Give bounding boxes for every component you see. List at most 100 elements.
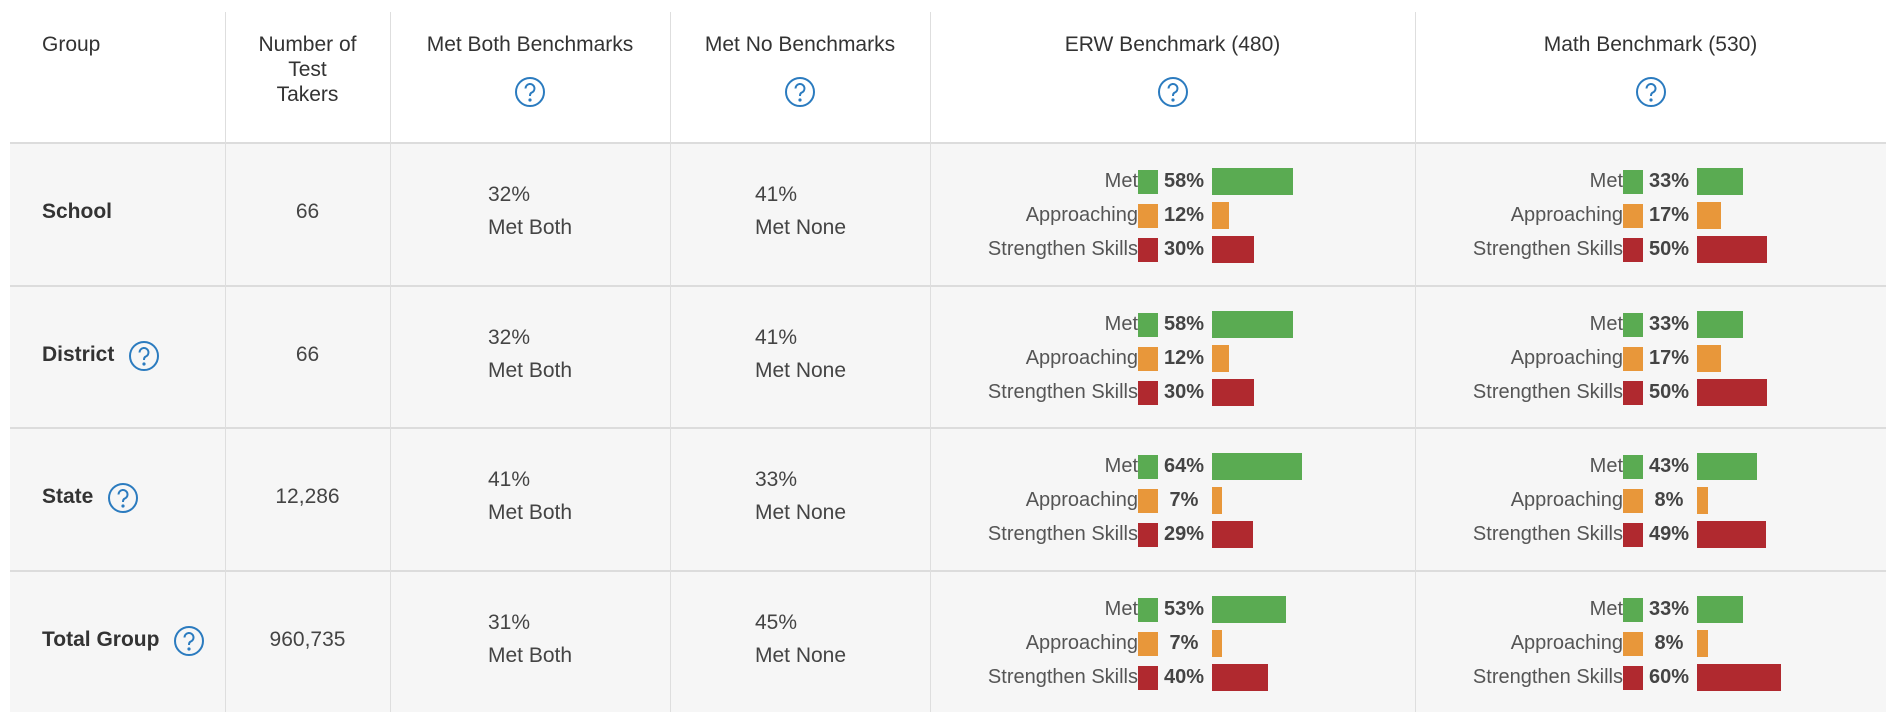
pct-label: 30%	[1164, 380, 1205, 403]
level-label: Strengthen Skills	[1472, 238, 1623, 261]
help-icon[interactable]	[1635, 76, 1667, 108]
group-name: State	[42, 485, 94, 509]
level-label: Met	[1589, 312, 1623, 335]
help-icon[interactable]	[128, 340, 160, 372]
bar	[1697, 453, 1758, 481]
help-icon[interactable]	[107, 482, 139, 514]
met-both-pct: 31%	[488, 610, 531, 634]
level-label: Met	[1104, 455, 1138, 478]
level-label: Strengthen Skills	[1472, 523, 1623, 546]
bar	[1212, 521, 1253, 549]
pct-label: 50%	[1649, 238, 1690, 261]
bar	[1697, 378, 1767, 406]
pct-label: 49%	[1649, 523, 1690, 546]
level-swatch	[1623, 523, 1643, 548]
test-takers: 12,286	[275, 485, 340, 509]
pct-label: 33%	[1649, 597, 1690, 620]
level-swatch	[1623, 631, 1643, 656]
level-label: Met	[1589, 597, 1623, 620]
level-label: Strengthen Skills	[1472, 665, 1623, 688]
bar	[1697, 629, 1709, 657]
help-icon[interactable]	[514, 76, 546, 108]
level-swatch	[1138, 170, 1158, 195]
pct-label: 17%	[1649, 204, 1690, 227]
level-label: Met	[1104, 597, 1138, 620]
header-cell: Met No Benchmarks	[704, 33, 896, 56]
column-divider	[930, 12, 931, 712]
met-none-pct: 33%	[755, 468, 798, 492]
level-swatch	[1623, 238, 1643, 263]
bar	[1212, 202, 1229, 230]
level-swatch	[1138, 455, 1158, 480]
met-both-pct: 32%	[488, 325, 531, 349]
level-label: Met	[1104, 170, 1138, 193]
level-label: Strengthen Skills	[1472, 380, 1623, 403]
level-swatch	[1138, 523, 1158, 548]
level-swatch	[1138, 312, 1158, 337]
met-both-caption: Met Both	[488, 643, 573, 667]
level-swatch	[1623, 489, 1643, 514]
bar	[1697, 663, 1781, 691]
help-icon[interactable]	[173, 625, 205, 657]
bar	[1697, 168, 1744, 196]
met-none-caption: Met None	[755, 643, 847, 667]
level-label: Approaching	[1025, 489, 1138, 512]
met-none-pct: 45%	[755, 610, 798, 634]
level-swatch	[1623, 312, 1643, 337]
met-none-caption: Met None	[755, 358, 847, 382]
pct-label: 53%	[1164, 597, 1205, 620]
level-swatch	[1138, 346, 1158, 371]
bar	[1212, 629, 1222, 657]
level-label: Approaching	[1510, 489, 1623, 512]
bar	[1212, 487, 1222, 515]
bar	[1212, 168, 1294, 196]
bar	[1697, 595, 1744, 623]
pct-label: 8%	[1654, 489, 1684, 512]
level-swatch	[1623, 204, 1643, 229]
level-label: Strengthen Skills	[987, 665, 1138, 688]
met-none-pct: 41%	[755, 183, 798, 207]
bar	[1212, 595, 1287, 623]
pct-label: 7%	[1169, 631, 1199, 654]
bar	[1697, 521, 1766, 549]
level-swatch	[1138, 631, 1158, 656]
met-none-pct: 41%	[755, 325, 798, 349]
pct-label: 58%	[1164, 170, 1205, 193]
level-swatch	[1623, 665, 1643, 690]
group-name: Total Group	[42, 627, 160, 651]
help-icon[interactable]	[1157, 76, 1189, 108]
met-both-caption: Met Both	[488, 358, 573, 382]
header-cell: ERW Benchmark (480)	[1064, 33, 1281, 56]
level-swatch	[1138, 665, 1158, 690]
pct-label: 58%	[1164, 312, 1205, 335]
pct-label: 12%	[1164, 204, 1205, 227]
bar	[1212, 236, 1254, 264]
row-bg	[10, 427, 1886, 570]
bar	[1697, 487, 1709, 515]
pct-label: 50%	[1649, 380, 1690, 403]
level-label: Approaching	[1025, 631, 1138, 654]
level-label: Met	[1104, 312, 1138, 335]
level-label: Met	[1589, 170, 1623, 193]
bar	[1697, 236, 1767, 264]
bar	[1212, 344, 1229, 372]
level-swatch	[1623, 170, 1643, 195]
level-label: Strengthen Skills	[987, 380, 1138, 403]
bar	[1697, 202, 1721, 230]
group-name: School	[42, 200, 113, 224]
met-both-pct: 41%	[488, 468, 531, 492]
test-takers: 66	[295, 342, 320, 366]
bar	[1212, 310, 1294, 338]
level-swatch	[1623, 597, 1643, 622]
level-label: Strengthen Skills	[987, 523, 1138, 546]
bar	[1212, 453, 1302, 481]
level-label: Met	[1589, 455, 1623, 478]
row-bg	[10, 142, 1886, 285]
level-swatch	[1138, 380, 1158, 405]
row-bg	[10, 569, 1886, 712]
help-icon[interactable]	[784, 76, 816, 108]
level-swatch	[1138, 238, 1158, 263]
level-label: Strengthen Skills	[987, 238, 1138, 261]
pct-label: 17%	[1649, 346, 1690, 369]
